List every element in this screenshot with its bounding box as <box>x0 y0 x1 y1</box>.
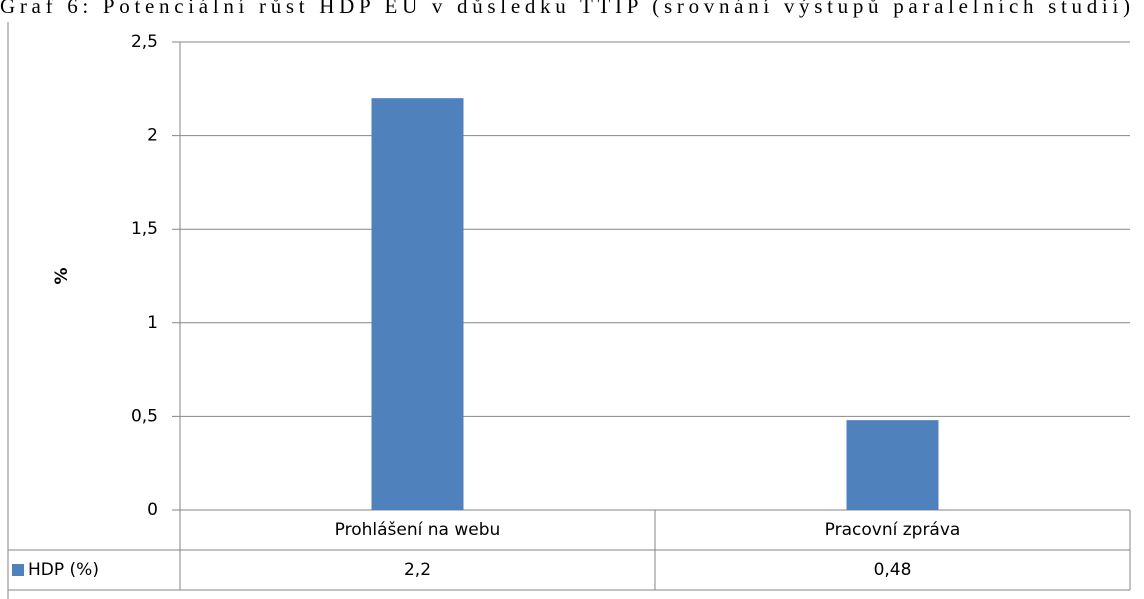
y-tick-label: 0 <box>147 500 158 520</box>
y-axis-label: % <box>52 267 72 284</box>
table-value: 0,48 <box>874 560 912 580</box>
y-tick-label: 1 <box>147 313 158 333</box>
legend-swatch <box>12 564 24 576</box>
table-value: 2,2 <box>404 560 431 580</box>
bar <box>846 420 939 510</box>
bar <box>371 98 464 510</box>
y-tick-label: 2,5 <box>131 32 158 52</box>
x-tick-label: Prohlášení na webu <box>335 520 501 540</box>
y-tick-label: 0,5 <box>131 406 158 426</box>
y-tick-label: 2 <box>147 126 158 146</box>
y-tick-label: 1,5 <box>131 219 158 239</box>
chart-title: Graf 6: Potenciální růst HDP EU v důsled… <box>0 0 1130 18</box>
legend-label: HDP (%) <box>28 560 99 580</box>
x-tick-label: Pracovní zpráva <box>825 520 961 540</box>
